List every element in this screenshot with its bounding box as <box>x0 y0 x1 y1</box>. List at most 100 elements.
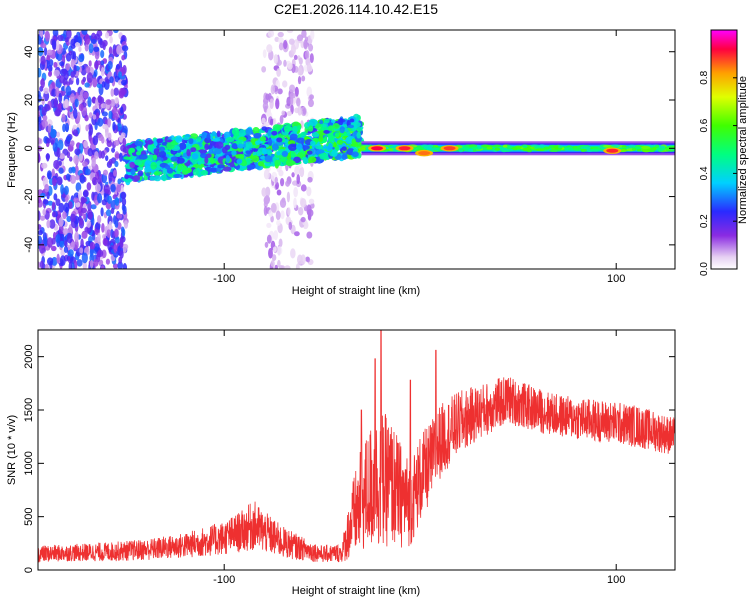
heatmap-cell <box>323 118 330 124</box>
heatmap-cell <box>631 147 637 151</box>
heatmap-cell <box>104 32 110 39</box>
heatmap-cell <box>58 224 64 235</box>
heatmap-cell <box>98 150 102 159</box>
heatmap-cell <box>120 191 127 200</box>
heatmap-cell <box>268 138 273 146</box>
heatmap-cell <box>275 98 280 110</box>
heatmap-cell <box>85 168 91 176</box>
heatmap-cell <box>238 129 246 138</box>
colorbar-gradient <box>710 29 738 270</box>
heatmap-cell <box>118 71 122 78</box>
heatmap-cell <box>283 59 287 67</box>
spectrogram-y-tick-label: -40 <box>23 237 35 253</box>
heatmap-cell <box>84 44 89 52</box>
snr-y-tick-label: 500 <box>23 507 35 525</box>
heatmap-cell <box>280 177 285 187</box>
heatmap-cell <box>270 202 277 213</box>
heatmap-cell <box>114 228 119 238</box>
heatmap-cell <box>186 148 191 157</box>
heatmap-cell <box>268 247 273 259</box>
heatmap-cell <box>289 84 296 93</box>
heatmap-cell <box>44 184 50 193</box>
heatmap-cell <box>66 135 72 142</box>
heatmap-cell <box>58 202 65 213</box>
heatmap-cell <box>288 221 293 231</box>
heatmap-cell <box>107 117 111 128</box>
heatmap-cell <box>231 150 237 156</box>
heatmap-cell <box>78 54 84 63</box>
heatmap-cell <box>658 148 663 152</box>
heatmap-cell <box>278 265 284 269</box>
heatmap-cell <box>655 144 660 148</box>
heatmap-cell <box>61 113 66 123</box>
heatmap-cell <box>49 219 56 229</box>
heatmap-cell <box>113 140 120 146</box>
heatmap-cell <box>649 149 656 153</box>
heatmap-cell <box>590 148 601 152</box>
heatmap-cell <box>572 147 582 151</box>
heatmap-cell <box>84 226 91 233</box>
heatmap-cell <box>328 142 333 151</box>
heatmap-cell <box>38 224 42 230</box>
heatmap-cell <box>41 106 47 116</box>
heatmap-cell <box>294 231 300 237</box>
heatmap-cell <box>88 212 93 220</box>
heatmap-cell <box>309 53 314 64</box>
heatmap-cell <box>41 96 45 106</box>
heatmap-cell <box>40 77 45 89</box>
heatmap-cell <box>304 50 310 60</box>
heatmap-cell <box>43 236 49 247</box>
snr-series-line <box>38 330 675 563</box>
heatmap-cell <box>106 229 111 238</box>
heatmap-cell <box>89 253 95 263</box>
heatmap-cell <box>47 257 54 266</box>
heatmap-cell <box>134 140 144 147</box>
heatmap-cell <box>665 148 672 152</box>
heatmap-cell <box>108 220 113 231</box>
heatmap-cell <box>288 143 298 151</box>
heatmap-cell <box>55 39 60 51</box>
spectrogram-x-tick-label: 100 <box>607 273 625 285</box>
heatmap-cell <box>296 174 301 185</box>
heatmap-cell <box>336 139 344 145</box>
heatmap-cell <box>132 175 141 182</box>
heatmap-cell <box>83 140 89 149</box>
heatmap-cell <box>339 126 345 134</box>
heatmap-cell <box>262 49 267 59</box>
heatmap-cell <box>112 263 119 269</box>
heatmap-cell <box>301 145 310 150</box>
heatmap-peak <box>371 146 384 151</box>
heatmap-cell <box>273 54 279 64</box>
heatmap-cell <box>47 200 54 206</box>
heatmap-cell <box>65 63 70 71</box>
heatmap-cell <box>278 37 284 45</box>
heatmap-cell <box>84 34 91 46</box>
heatmap-cell <box>92 135 99 146</box>
heatmap-cell <box>266 234 272 244</box>
heatmap-cell <box>276 151 281 156</box>
heatmap-cell <box>628 144 636 148</box>
heatmap-cell <box>265 93 270 100</box>
heatmap-cell <box>146 140 154 145</box>
heatmap-cell <box>287 62 293 70</box>
heatmap-cell <box>75 201 81 208</box>
heatmap-cell <box>70 71 75 78</box>
heatmap-cell <box>62 123 66 133</box>
heatmap-cell <box>501 149 508 153</box>
heatmap-cell <box>54 109 61 117</box>
heatmap-cell <box>641 149 651 153</box>
heatmap-cell <box>79 217 84 226</box>
heatmap-cell <box>270 84 276 95</box>
heatmap-cell <box>53 69 60 77</box>
heatmap-cell <box>120 226 125 234</box>
heatmap-cell <box>276 189 282 196</box>
heatmap-cell <box>56 176 63 186</box>
heatmap-cell <box>55 198 61 206</box>
heatmap-cell <box>63 202 70 214</box>
heatmap-cell <box>112 30 119 34</box>
heatmap-cell <box>47 71 53 77</box>
heatmap-cell <box>332 123 340 129</box>
heatmap-cell <box>98 259 104 267</box>
heatmap-cell <box>102 233 107 240</box>
heatmap-cell <box>276 219 281 226</box>
